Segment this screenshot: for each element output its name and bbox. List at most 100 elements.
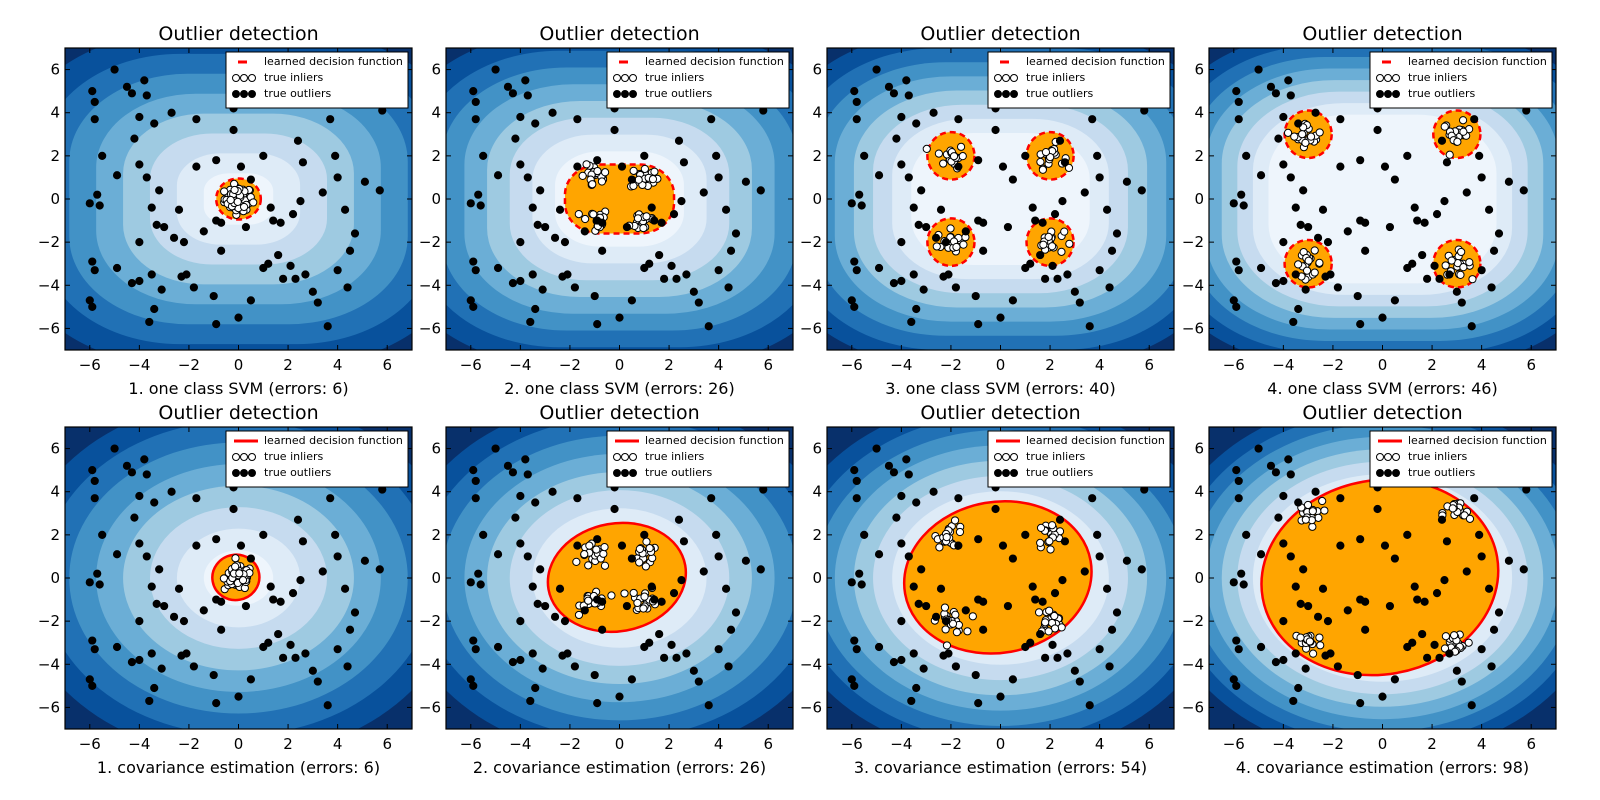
outlier-point <box>88 257 97 266</box>
outlier-point <box>1301 285 1310 294</box>
outlier-point <box>944 270 953 279</box>
y-tick-label: −6 <box>1182 698 1204 716</box>
legend-outlier-swatch <box>232 90 240 98</box>
outlier-point <box>1470 115 1479 124</box>
outlier-point <box>679 537 689 546</box>
outlier-point <box>860 530 869 539</box>
plot-area <box>1209 48 1556 350</box>
outlier-point <box>1036 250 1045 260</box>
y-tick-label: −4 <box>1182 655 1204 673</box>
inlier-point <box>238 576 248 585</box>
inlier-point <box>1458 116 1468 125</box>
outlier-point <box>852 97 861 107</box>
y-tick-label: 4 <box>431 483 441 501</box>
legend: learned decision function true inliers tru… <box>606 51 790 109</box>
outlier-point <box>471 115 480 124</box>
inlier-point <box>249 198 258 207</box>
outlier-point <box>1041 274 1050 283</box>
x-tick-label: 0 <box>234 735 244 753</box>
legend-inlier-swatch <box>240 74 248 82</box>
inlier-point <box>599 549 608 558</box>
outlier-point <box>293 136 303 145</box>
outlier-point <box>563 270 572 279</box>
outlier-point <box>1356 535 1365 544</box>
outlier-point <box>189 283 198 292</box>
outlier-point <box>707 494 716 503</box>
outlier-point <box>857 580 866 589</box>
outlier-point <box>174 205 184 214</box>
outlier-point <box>1504 177 1514 186</box>
outlier-point <box>471 645 480 654</box>
outlier-point <box>110 444 119 453</box>
outlier-point <box>1279 112 1288 122</box>
outlier-point <box>508 279 518 288</box>
outlier-point <box>860 151 869 160</box>
y-tick-label: −4 <box>800 655 822 673</box>
outlier-point <box>1442 537 1452 546</box>
outlier-point <box>279 653 288 662</box>
outlier-point <box>674 136 684 145</box>
outlier-point <box>1232 466 1241 475</box>
outlier-point <box>323 322 332 331</box>
outlier-point <box>234 692 243 701</box>
outlier-point <box>182 649 191 658</box>
outlier-point <box>1232 257 1241 266</box>
outlier-point <box>627 175 636 184</box>
legend-label: true inliers <box>1408 450 1468 463</box>
legend-label: true outliers <box>1026 87 1093 100</box>
outlier-point <box>573 115 582 124</box>
outlier-point <box>212 156 221 165</box>
y-tick-label: 4 <box>50 483 60 501</box>
outlier-point <box>897 491 906 501</box>
legend-label: learned decision function <box>1408 55 1547 68</box>
outlier-point <box>90 115 99 124</box>
outlier-point <box>142 470 151 479</box>
outlier-point <box>1234 97 1243 107</box>
outlier-point <box>1373 504 1382 514</box>
outlier-point <box>889 468 899 477</box>
outlier-point <box>929 108 938 117</box>
outlier-point <box>479 530 488 539</box>
outlier-point <box>85 199 94 208</box>
outlier-point <box>531 498 540 507</box>
outlier-point <box>274 629 283 639</box>
outlier-point <box>884 82 894 91</box>
outlier-point <box>1457 298 1466 307</box>
inlier-point <box>629 166 638 175</box>
plot-area <box>446 48 793 350</box>
inlier-point <box>633 598 642 608</box>
outlier-point <box>469 681 478 690</box>
outlier-point <box>1028 582 1037 591</box>
inlier-point <box>1441 261 1450 270</box>
inlier-point <box>640 592 649 601</box>
subplot-xlabel: 4. one class SVM (errors: 46) <box>1267 379 1497 398</box>
y-tick-label: 4 <box>812 104 822 122</box>
outlier-point <box>598 218 607 227</box>
outlier-point <box>1122 556 1132 565</box>
outlier-point <box>135 276 144 286</box>
outlier-point <box>135 617 144 626</box>
y-tick-label: 6 <box>812 61 822 79</box>
outlier-point <box>1356 320 1365 329</box>
outlier-point <box>1102 205 1112 214</box>
outlier-point <box>1232 681 1241 690</box>
outlier-point <box>1036 629 1045 639</box>
outlier-point <box>326 494 335 503</box>
outlier-point <box>469 636 478 645</box>
inlier-point <box>582 160 591 169</box>
outlier-point <box>1021 530 1030 539</box>
outlier-point <box>1105 283 1114 292</box>
outlier-point <box>1390 554 1399 563</box>
outlier-point <box>1430 261 1439 270</box>
outlier-point <box>333 173 342 182</box>
outlier-point <box>179 617 189 626</box>
outlier-point <box>640 530 649 539</box>
outlier-point <box>471 266 480 275</box>
outlier-point <box>474 569 483 578</box>
outlier-point <box>892 134 901 143</box>
outlier-point <box>1008 554 1017 563</box>
outlier-point <box>657 218 666 227</box>
outlier-point <box>1093 530 1102 539</box>
y-tick-label: 6 <box>1194 61 1204 79</box>
outlier-point <box>741 177 751 186</box>
